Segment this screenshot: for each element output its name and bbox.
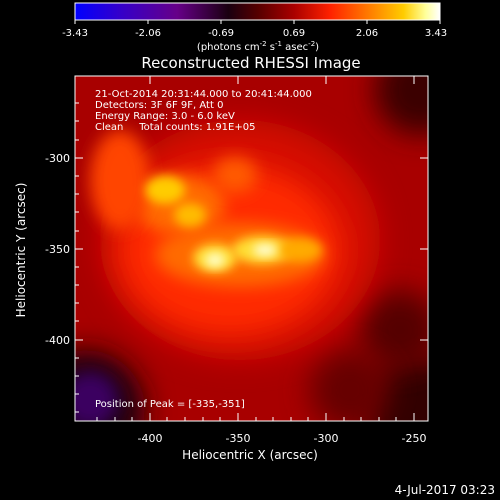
x-tick-label-1: -350 bbox=[226, 432, 251, 445]
colorbar: -3.43 -2.06 -0.69 0.69 2.06 3.43 (photon… bbox=[62, 2, 447, 53]
annotation-peak-position: Position of Peak = [-335,-351] bbox=[95, 399, 245, 410]
y-ticks bbox=[75, 102, 428, 413]
y-tick-label-0: -300 bbox=[45, 152, 70, 165]
annotation-detectors: Detectors: 3F 6F 9F, Att 0 bbox=[95, 100, 223, 111]
colorbar-tick-2: -0.69 bbox=[208, 28, 234, 39]
y-axis-label: Heliocentric Y (arcsec) bbox=[14, 183, 28, 318]
y-tick-label-1: -350 bbox=[45, 243, 70, 256]
y-tick-label-2: -400 bbox=[45, 334, 70, 347]
annotation-energy-range: Energy Range: 3.0 - 6.0 keV bbox=[95, 111, 235, 122]
x-axis-label: Heliocentric X (arcsec) bbox=[182, 448, 318, 462]
annotations: 21-Oct-2014 20:31:44.000 to 20:41:44.000… bbox=[95, 89, 312, 410]
footer-date: 4-Jul-2017 03:23 bbox=[395, 483, 495, 497]
x-tick-label-0: -400 bbox=[138, 432, 163, 445]
rhessi-image bbox=[75, 76, 428, 421]
colorbar-tick-0: -3.43 bbox=[62, 28, 88, 39]
plot-title: Reconstructed RHESSI Image bbox=[141, 54, 360, 72]
annotation-total-counts: Clean Total counts: 1.91E+05 bbox=[95, 122, 255, 133]
colorbar-tick-4: 2.06 bbox=[356, 28, 378, 39]
x-tick-label-3: -250 bbox=[402, 432, 427, 445]
colorbar-tick-5: 3.43 bbox=[425, 28, 447, 39]
annotation-time-range: 21-Oct-2014 20:31:44.000 to 20:41:44.000 bbox=[95, 89, 312, 100]
colorbar-units: (photons cm-2 s-1 asec-2) bbox=[197, 40, 319, 53]
colorbar-tick-3: 0.69 bbox=[283, 28, 305, 39]
colorbar-gradient bbox=[74, 2, 441, 21]
x-ticks bbox=[96, 76, 415, 421]
x-tick-label-2: -300 bbox=[314, 432, 339, 445]
colorbar-tick-1: -2.06 bbox=[135, 28, 161, 39]
